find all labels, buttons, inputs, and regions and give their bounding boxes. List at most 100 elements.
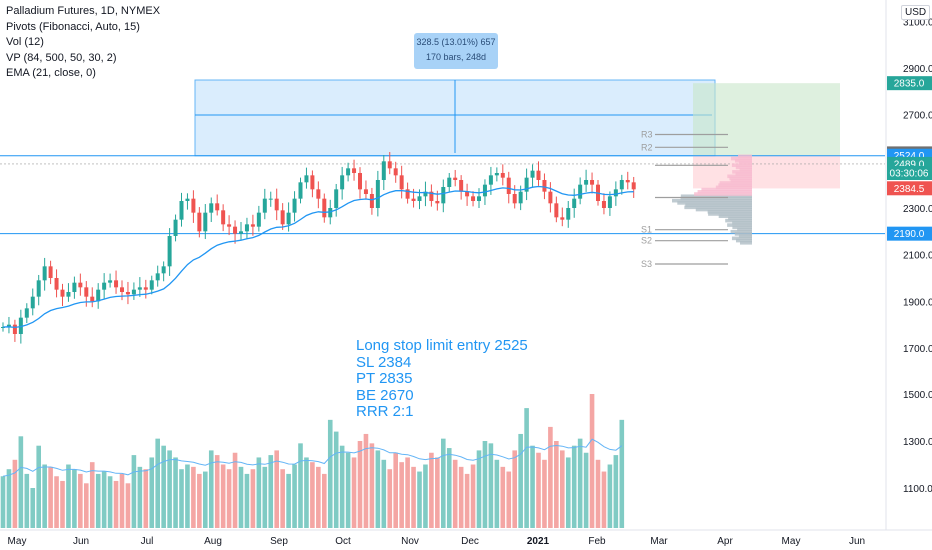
price-badge [887,181,932,196]
vp-bar [731,236,752,241]
pivot-label: S2 [641,236,652,246]
volume-bar [512,450,517,528]
annotation-pt: PT 2835 [356,370,413,387]
candle-body [441,187,446,204]
volume-bar [345,452,351,528]
vp-bar [694,192,752,196]
x-tick-label: Jun [73,536,89,547]
candle-body [30,296,35,309]
candle-body [518,191,523,204]
candle-body [155,273,160,281]
volume-bar [268,455,274,528]
candle-body [280,210,285,225]
price-badge [887,166,932,180]
vp-bar [685,203,752,207]
pivot-label: S3 [641,259,652,269]
volume-bar [316,466,321,528]
volume-bar [72,469,77,528]
legend-vol[interactable]: Vol (12) [6,36,44,48]
vp-bar [677,201,752,205]
price-badge-label: 03:30:06 [890,169,929,180]
trade-annotation: Long stop limit entry 2525 SL 2384 PT 28… [356,337,528,421]
annotation-be: BE 2670 [356,386,414,404]
annotation-entry: Long stop limit entry 2525 [356,337,528,354]
vp-bar [734,232,752,236]
x-tick-label: Dec [461,536,479,547]
vp-bar [732,225,752,230]
volume-bar [560,450,565,528]
vp-bar [727,223,752,227]
vp-bar [739,241,752,245]
legend-vp[interactable]: VP (84, 500, 50, 30, 2) [6,51,117,64]
volume-bar [399,462,404,528]
legend-ema[interactable]: EMA (21, close, 0) [6,67,96,79]
volume-bar [60,480,65,528]
legend-pivots[interactable]: Pivots (Fibonacci, Auto, 15) [6,20,140,33]
candle-body [435,201,440,204]
volume-bar [441,438,446,528]
volume-bar [179,469,184,528]
candles [1,152,636,344]
candle-body [161,266,166,274]
volume-bar [66,464,71,528]
volume-bar [149,457,155,528]
x-tick-label: May [782,536,801,547]
vp-bar [735,172,752,176]
volume-bar [381,459,387,528]
volume-bar [6,469,12,528]
candle-body [447,177,452,187]
candle-body [322,198,327,218]
vp-bar [731,163,752,168]
volume-bar [375,450,381,528]
pivot-label: S1 [641,225,652,235]
x-tick-label: Jul [141,536,154,547]
volume-bar [107,476,113,528]
vp-bar [730,156,752,161]
volume-bar [274,450,279,528]
vp-bar [732,221,752,225]
price-badge-label: 2384.5 [894,184,925,195]
candle-body [268,198,273,200]
volume-bar [363,433,369,528]
candle-body [381,161,386,180]
volume-bar [482,441,488,528]
candle-body [530,170,535,178]
candle-body [149,280,154,290]
y-tick-label: 1500.0 [903,390,932,401]
volume-bar [18,436,24,528]
candle-body [221,210,226,225]
candle-body [185,198,190,201]
candle-body [566,208,571,220]
volume-bar [155,438,160,528]
vp-bar [715,185,752,190]
volume-bar [619,419,625,528]
candle-body [102,282,107,290]
volume-profile [672,154,752,245]
vp-bar [680,194,752,199]
y-tick-label: 3100.0 [903,17,932,28]
candle-body [292,198,297,213]
currency-badge[interactable]: USD [901,5,931,20]
volume-bar [84,483,89,528]
volume-bar [214,455,220,528]
volume-bar [452,459,458,528]
candle-body [554,203,559,218]
annotation-sl: SL 2384 [356,353,412,371]
volume-bar [518,433,523,528]
y-tick-label: 1100.0 [903,484,932,495]
candle-body [60,289,65,297]
vp-bar [732,170,752,174]
vp-bar [730,229,752,234]
volume-bar [607,464,613,528]
vp-bar [738,234,752,238]
volume-bar [411,466,416,528]
pivot-label: R3 [641,130,653,140]
price-badge-label: 2190.0 [894,229,925,240]
candle-body [6,324,11,327]
candle-body [512,194,517,204]
candle-body [393,168,398,176]
candle-body [262,198,267,213]
legend-title[interactable]: Palladium Futures, 1D, NYMEX [6,5,161,17]
